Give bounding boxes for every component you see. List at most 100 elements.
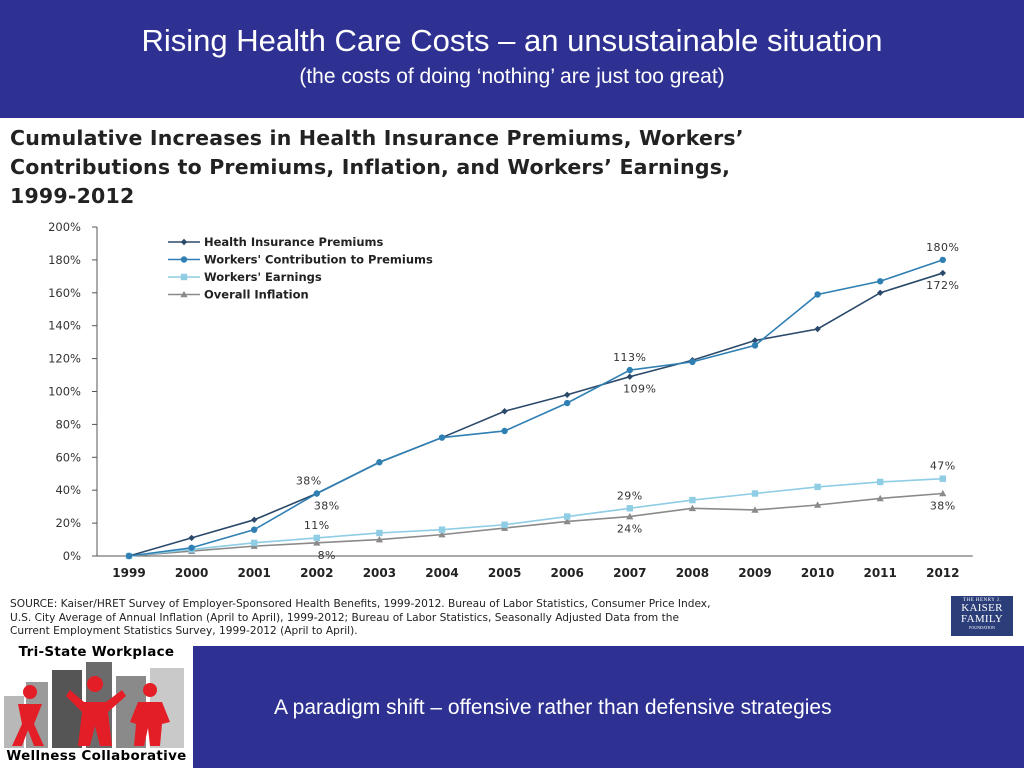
- series-line: [128, 272, 944, 557]
- data-point: [939, 269, 946, 277]
- y-tick-label: 0%: [63, 549, 81, 563]
- x-tick-label: 2000: [175, 566, 208, 580]
- chart-title: Cumulative Increases in Health Insurance…: [10, 124, 1000, 211]
- y-tick-label: 60%: [55, 450, 81, 464]
- y-tick-label: 20%: [55, 516, 81, 530]
- y-tick-label: 200%: [48, 220, 81, 234]
- chart-title-line: Contributions to Premiums, Inflation, an…: [10, 155, 731, 179]
- x-tick-label: 2004: [425, 566, 458, 580]
- slide-subtitle: (the costs of doing ‘nothing’ are just t…: [299, 65, 725, 88]
- header-divider: [0, 118, 1024, 121]
- data-point: [313, 539, 321, 546]
- data-point: [626, 505, 633, 512]
- y-tick-label: 120%: [48, 352, 81, 366]
- x-tick-label: 2007: [613, 566, 646, 580]
- chart-series: [125, 256, 947, 560]
- x-tick-label: 2002: [300, 566, 333, 580]
- data-label: 38%: [930, 499, 956, 512]
- y-tick-label: 100%: [48, 385, 81, 399]
- data-point: [751, 490, 759, 497]
- data-label: 38%: [296, 474, 322, 487]
- x-tick-label: 2010: [801, 566, 834, 580]
- line-chart: 0% 20% 40% 60% 80% 100% 120% 140% 160% 180% 200% 19…: [48, 220, 973, 580]
- source-note-line: Current Employment Statistics Survey, 19…: [10, 625, 358, 637]
- data-point: [438, 531, 446, 538]
- data-label: 11%: [304, 519, 330, 532]
- data-point: [877, 478, 884, 486]
- source-note: SOURCE: Kaiser/HRET Survey of Employer-S…: [10, 598, 920, 639]
- data-point: [564, 391, 571, 398]
- x-tick-label: 2005: [488, 566, 521, 580]
- x-tick-label: 2012: [926, 566, 959, 580]
- data-point: [689, 496, 696, 504]
- data-point: [313, 490, 320, 497]
- legend-label: Workers' Earnings: [204, 270, 322, 284]
- kff-logo-line: FAMILY: [960, 613, 1004, 625]
- x-tick-label: 2003: [363, 566, 396, 580]
- data-point: [751, 337, 759, 344]
- data-label: 113%: [613, 351, 646, 364]
- data-point: [501, 408, 508, 415]
- y-tick-label: 80%: [55, 417, 81, 431]
- tri-state-wellness-logo: Tri-State Workplace Wellness Collaborati…: [0, 642, 193, 768]
- data-point: [939, 256, 946, 264]
- data-point: [251, 539, 258, 547]
- data-point: [563, 517, 571, 525]
- data-point: [376, 529, 383, 537]
- data-point: [876, 494, 884, 502]
- legend-label: Overall Inflation: [204, 288, 309, 302]
- data-point: [376, 459, 383, 466]
- x-tick-label: 2011: [863, 566, 896, 580]
- data-point: [251, 526, 258, 533]
- data-point: [939, 475, 946, 482]
- footer-tagline: A paradigm shift – offensive rather than…: [274, 696, 832, 719]
- series-line: [128, 259, 944, 557]
- legend-marker: [180, 290, 188, 298]
- series-line: [128, 477, 943, 557]
- chart-axes: 0% 20% 40% 60% 80% 100% 120% 140% 160% 180% 200% 19…: [48, 220, 973, 580]
- data-point: [501, 427, 508, 435]
- data-point: [751, 342, 759, 349]
- data-label: 24%: [617, 523, 643, 536]
- data-label: 109%: [623, 383, 656, 396]
- data-label: 8%: [318, 549, 336, 562]
- series-line: [128, 492, 943, 557]
- y-tick-label: 160%: [48, 286, 81, 300]
- slide-header: Rising Health Care Costs – an unsustaina…: [0, 0, 1024, 118]
- data-label: 29%: [617, 489, 643, 502]
- data-point: [626, 366, 633, 374]
- data-point: [501, 521, 508, 528]
- data-point: [188, 534, 195, 542]
- x-tick-label: 2009: [738, 566, 771, 580]
- data-point: [751, 506, 759, 513]
- legend-marker: [180, 256, 188, 263]
- chart-title-line: Cumulative Increases in Health Insurance…: [10, 126, 744, 150]
- data-point: [626, 512, 634, 520]
- footer-band: A paradigm shift – offensive rather than…: [193, 646, 1024, 768]
- logo-top-text: Tri-State Workplace: [18, 644, 175, 660]
- y-tick-label: 40%: [55, 483, 81, 497]
- x-tick-label: 1999: [112, 566, 145, 580]
- y-tick-label: 140%: [48, 319, 81, 333]
- data-point: [814, 291, 821, 298]
- data-point: [251, 516, 258, 524]
- chart-annotations: 38% 38% 113% 109% 180% 172% 11% 8% 29% 24% 47% 38%: [296, 241, 959, 562]
- data-point: [939, 489, 947, 497]
- source-note-line: U.S. City Average of Annual Inflation (A…: [10, 611, 680, 624]
- legend-label: Health Insurance Premiums: [204, 235, 384, 249]
- data-point: [313, 534, 320, 542]
- data-point: [564, 399, 571, 407]
- data-point: [814, 501, 822, 508]
- data-label: 47%: [930, 460, 956, 473]
- data-label: 180%: [926, 241, 959, 254]
- data-point: [877, 278, 884, 285]
- kff-logo-line: THE HENRY J.: [962, 598, 1002, 603]
- data-point: [814, 325, 821, 333]
- chart-legend: Health Insurance Premiums Workers' Contri…: [168, 235, 433, 302]
- kff-logo-line: FOUNDATION: [969, 625, 995, 630]
- data-point: [438, 526, 446, 533]
- data-point: [438, 434, 446, 441]
- data-label: 38%: [314, 499, 340, 512]
- logo-figures-icon: [4, 662, 184, 748]
- kff-logo-line: KAISER: [961, 602, 1003, 614]
